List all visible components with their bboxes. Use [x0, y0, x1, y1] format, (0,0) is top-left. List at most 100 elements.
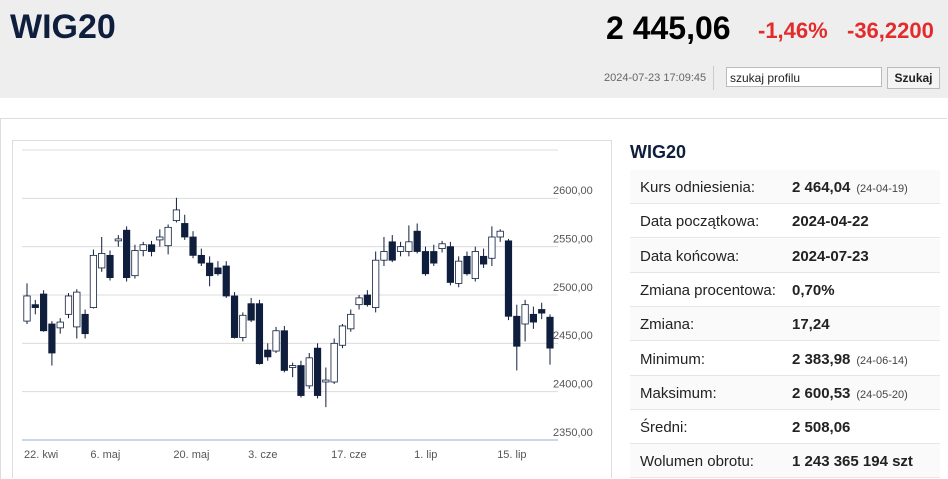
stats-title: WIG20 — [630, 142, 687, 162]
candle-body — [463, 255, 471, 275]
stats-value-text: 0,70% — [792, 281, 835, 299]
content-panel — [0, 118, 947, 479]
search-input[interactable]: szukaj profilu — [726, 67, 882, 87]
y-tick-label: 2400,00 — [553, 379, 593, 391]
candle-body — [322, 379, 330, 383]
header: WIG20 2 445,06 -1,46% -36,2200 2024-07-2… — [0, 0, 948, 98]
candle-body — [330, 342, 338, 383]
stats-value-text: 2 508,06 — [792, 419, 851, 437]
candle-body — [64, 295, 73, 315]
stats-value: 2 600,53 (24-05-20) — [792, 385, 908, 402]
y-tick-label: 2350,00 — [553, 427, 593, 439]
candle-body — [164, 226, 172, 247]
stats-value: 2024-04-22 — [792, 213, 869, 230]
candle-body — [31, 304, 39, 308]
stats-value-text: 17,24 — [792, 316, 830, 334]
candle-body — [471, 251, 479, 279]
stats-note: (24-06-14) — [856, 354, 908, 367]
stats-label: Data początkowa: — [640, 213, 760, 231]
candle-body — [114, 238, 122, 242]
chart-frame — [12, 140, 612, 478]
candle-body — [396, 246, 405, 252]
candle-body — [488, 236, 496, 259]
stats-value: 2 508,06 — [792, 419, 850, 436]
candle-body — [521, 304, 529, 325]
candle-body — [313, 347, 322, 396]
candle-body — [388, 241, 396, 261]
candle-body — [338, 325, 347, 346]
stats-label: Zmiana procentowa: — [640, 281, 776, 299]
x-tick-label: 1. lip — [414, 449, 437, 461]
y-tick-label: 2550,00 — [553, 234, 593, 246]
stats-row: Data końcowa: 2024-07-23 — [630, 238, 940, 273]
y-tick-label: 2600,00 — [553, 185, 593, 197]
stats-value-text: 2024-07-23 — [792, 247, 869, 265]
candle-body — [355, 297, 363, 306]
candle-body — [197, 254, 205, 264]
y-tick-label: 2450,00 — [553, 330, 593, 342]
candle-body — [106, 254, 114, 279]
candle-body — [230, 295, 239, 338]
separator — [713, 66, 714, 90]
stats-label: Kurs odniesienia: — [640, 179, 756, 196]
stats-value-text: 2 600,53 — [792, 384, 851, 402]
candle-body — [430, 251, 438, 264]
candle-body — [23, 295, 31, 322]
candle-body — [222, 265, 230, 297]
candle-body — [247, 303, 255, 321]
stats-label: Maksimum: — [640, 384, 717, 402]
candle-body — [214, 267, 222, 275]
candle-body — [139, 244, 147, 251]
stats-label: Data końcowa: — [640, 247, 740, 265]
candle-body — [264, 349, 272, 358]
candle-body — [305, 357, 313, 387]
x-tick-label: 15. lip — [497, 449, 526, 461]
candle-body — [280, 330, 288, 371]
stats-value: 1 243 365 194 szt — [792, 453, 913, 470]
candle-body — [380, 251, 388, 261]
stats-value-text: 1 243 365 194 szt — [792, 453, 913, 471]
candle-body — [131, 250, 139, 277]
timestamp: 2024-07-23 17:09:45 — [604, 72, 707, 84]
candle-body — [172, 209, 181, 221]
stats-value-text: 2 383,98 — [792, 350, 851, 368]
x-tick-label: 17. cze — [331, 449, 366, 461]
candle-body — [538, 309, 546, 314]
candle-body — [513, 315, 521, 347]
stats-label: Minimum: — [640, 350, 706, 368]
stats-label: Wolumen obrotu: — [640, 453, 754, 471]
x-tick-label: 6. maj — [90, 449, 120, 461]
candle-body — [81, 313, 89, 335]
x-tick-label: 3. cze — [248, 449, 277, 461]
candle-body — [147, 244, 156, 252]
candle-body — [98, 253, 106, 269]
stats-note: (24-04-19) — [856, 183, 908, 195]
change-abs: -36,2200 — [847, 18, 934, 43]
search-button[interactable]: Szukaj — [887, 67, 940, 89]
candle-body — [206, 262, 214, 277]
candle-body — [529, 313, 537, 323]
chart: 2350,00 2400,00 2450,00 2500,00 2550,00 2600,… — [22, 149, 593, 461]
price: 2 445,06 — [606, 10, 731, 46]
stats-value: 2024-07-23 — [792, 248, 869, 265]
stats-row: Zmiana procentowa: 0,70% — [630, 272, 940, 307]
candle-body — [438, 243, 446, 249]
stats-row: Maksimum: 2 600,53 (24-05-20) — [630, 375, 940, 410]
candle-body — [239, 314, 247, 338]
stats-value: 2 464,04 (24-04-19) — [792, 179, 908, 196]
candle-body — [504, 240, 513, 317]
candle-body — [496, 230, 504, 238]
candle-body — [372, 259, 380, 308]
stats-row: Minimum: 2 383,98 (24-06-14) — [630, 341, 940, 376]
x-tick-label: 20. maj — [173, 449, 209, 461]
candle-body — [73, 291, 81, 328]
stats-row: Zmiana: 17,24 — [630, 307, 940, 342]
candle-body — [255, 303, 264, 365]
candle-body — [48, 323, 56, 354]
candle-body — [56, 321, 64, 329]
candle-body — [297, 365, 305, 396]
candle-body — [189, 236, 197, 256]
x-tick-label: 22. kwi — [24, 449, 58, 461]
candle-body — [89, 254, 98, 308]
